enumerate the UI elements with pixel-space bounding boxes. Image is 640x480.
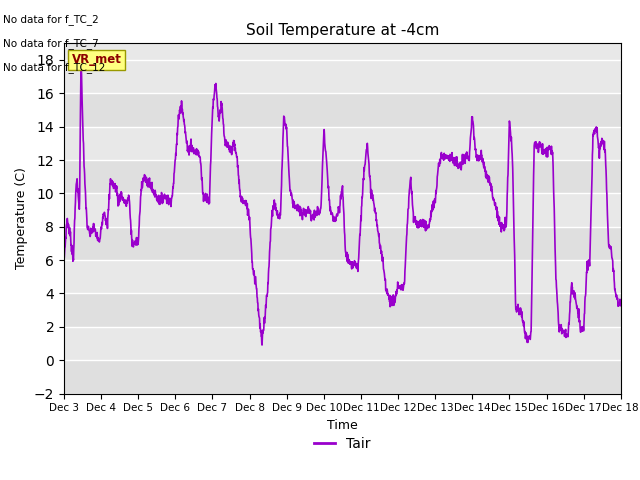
Y-axis label: Temperature (C): Temperature (C): [15, 168, 28, 269]
Bar: [64, 227, 621, 260]
Bar: [64, 360, 621, 394]
Text: No data for f_TC_7: No data for f_TC_7: [3, 38, 99, 49]
Legend: Tair: Tair: [308, 432, 376, 457]
Text: No data for f_TC_12: No data for f_TC_12: [3, 62, 106, 73]
Bar: [64, 293, 621, 327]
Text: No data for f_TC_2: No data for f_TC_2: [3, 14, 99, 25]
X-axis label: Time: Time: [327, 419, 358, 432]
Title: Soil Temperature at -4cm: Soil Temperature at -4cm: [246, 23, 439, 38]
Text: VR_met: VR_met: [72, 53, 122, 66]
Bar: [64, 160, 621, 193]
Bar: [64, 93, 621, 127]
